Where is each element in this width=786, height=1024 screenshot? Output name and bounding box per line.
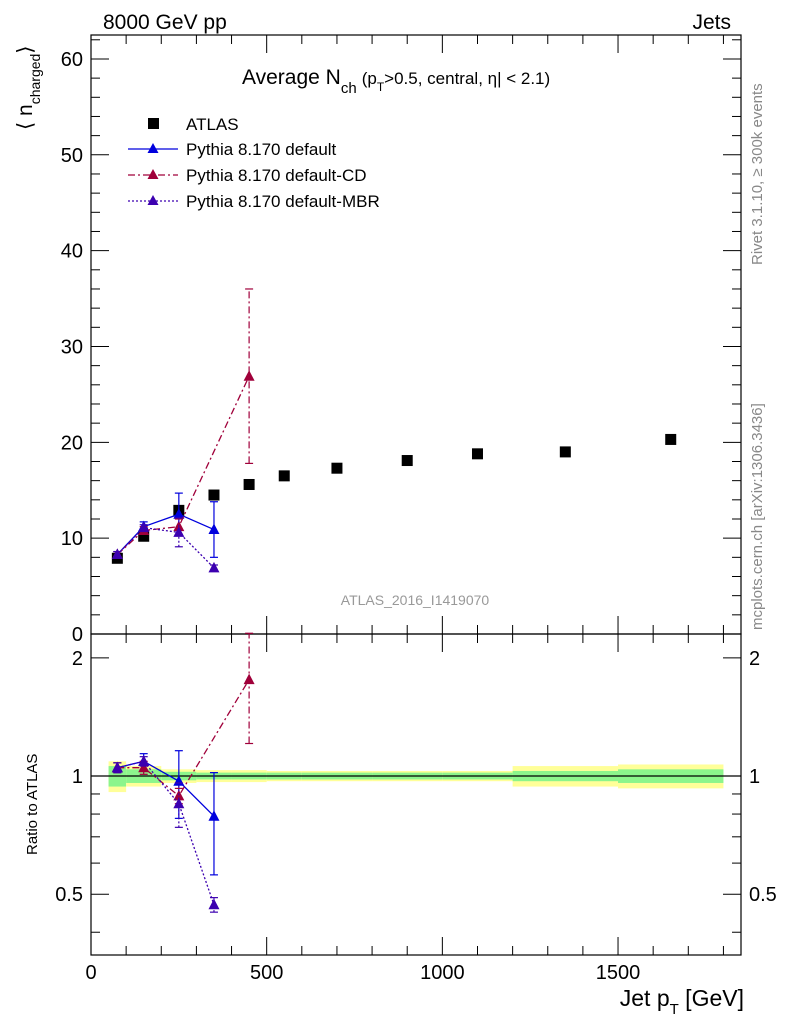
atlas-data-point bbox=[471, 448, 483, 460]
mcplots-label: mcplots.cern.ch [arXiv:1306.3436] bbox=[749, 403, 766, 630]
ratio-panel: 0.5 0.5 1 1 2 2 0 500 1000 1500 bbox=[55, 632, 777, 984]
y-tick-label: 10 bbox=[61, 528, 83, 550]
legend-marker-mbr bbox=[147, 195, 159, 205]
ratio-cd-data-point bbox=[243, 673, 255, 685]
legend-label-cd: Pythia 8.170 default-CD bbox=[186, 166, 367, 185]
atlas-data-point bbox=[559, 446, 571, 458]
ratio-mbr-line bbox=[117, 760, 215, 905]
atlas-data-point bbox=[208, 489, 220, 501]
ratio-mbr-data-point bbox=[111, 761, 123, 773]
ratio-y-tick-label-left: 0.5 bbox=[55, 884, 83, 906]
ratio-cd-data-point bbox=[138, 761, 150, 773]
mbr-data-point bbox=[208, 561, 220, 573]
header-energy-label: 8000 GeV pp bbox=[103, 11, 227, 34]
ratio-y-tick-label-right: 2 bbox=[749, 648, 760, 670]
mbr-data-point bbox=[138, 521, 150, 533]
y-axis-label-close: ⟩ bbox=[14, 45, 37, 53]
title-cond-sub: T bbox=[377, 80, 385, 94]
analysis-label: ATLAS_2016_I1419070 bbox=[341, 592, 490, 608]
title-main: Average N bbox=[242, 66, 341, 89]
title-cond-rest: >0.5, central, η| < 2.1) bbox=[384, 69, 550, 88]
x-axis-label-sub: T bbox=[670, 1001, 679, 1018]
series-cd bbox=[111, 288, 255, 559]
rivet-label: Rivet 3.1.10, ≥ 300k events bbox=[749, 83, 766, 265]
series-mbr bbox=[111, 517, 220, 573]
default-data-point bbox=[208, 523, 220, 535]
title-cond: (p bbox=[362, 69, 377, 88]
legend-label-default: Pythia 8.170 default bbox=[186, 140, 337, 159]
x-tick-label: 1000 bbox=[420, 962, 465, 984]
x-axis-label: Jet pT [GeV] bbox=[620, 985, 744, 1018]
y-axis-label-sub: charged bbox=[27, 54, 43, 105]
legend-marker-default bbox=[147, 143, 159, 153]
ratio-cd-line bbox=[117, 679, 250, 797]
ratio-mbr-data-point bbox=[208, 898, 220, 910]
cd-line bbox=[116, 375, 250, 555]
y-axis-label-base: ⟨ n bbox=[14, 104, 37, 130]
legend-label-mbr: Pythia 8.170 default-MBR bbox=[186, 192, 380, 211]
ratio-y-tick-label-left: 1 bbox=[72, 766, 83, 788]
atlas-data-point bbox=[243, 478, 255, 490]
x-axis-label-base: Jet p bbox=[620, 985, 670, 1011]
ratio-default-data-point bbox=[208, 810, 220, 821]
y-tick-label: 0 bbox=[72, 624, 83, 646]
legend-marker-cd bbox=[147, 169, 159, 179]
legend: ATLAS Pythia 8.170 default Pythia 8.170 … bbox=[128, 115, 380, 211]
ratio-series-cd bbox=[111, 632, 255, 805]
y-tick-label: 30 bbox=[61, 336, 83, 358]
y-tick-label: 20 bbox=[61, 432, 83, 454]
default-data-point bbox=[173, 508, 185, 519]
legend-marker-atlas bbox=[148, 118, 159, 129]
ratio-series-mbr bbox=[111, 755, 220, 913]
plot-title: Average Nch (pT>0.5, central, η| < 2.1) bbox=[242, 66, 550, 97]
mbr-data-point bbox=[173, 526, 185, 537]
ratio-y-tick-label-right: 0.5 bbox=[749, 884, 777, 906]
legend-label-atlas: ATLAS bbox=[186, 115, 239, 134]
atlas-data-point bbox=[665, 433, 677, 445]
x-tick-label: 1500 bbox=[596, 962, 641, 984]
series-default bbox=[111, 492, 220, 559]
ratio-y-tick-label-right: 1 bbox=[749, 766, 760, 788]
y-tick-label: 50 bbox=[61, 145, 83, 167]
y-tick-label: 60 bbox=[61, 49, 83, 71]
ratio-mbr-data-point bbox=[173, 797, 185, 809]
ratio-frame bbox=[90, 633, 742, 956]
title-main-sub: ch bbox=[341, 80, 357, 97]
atlas-data-point bbox=[278, 470, 290, 482]
mbr-data-point bbox=[111, 548, 123, 559]
x-axis-label-unit: [GeV] bbox=[679, 985, 744, 1011]
y-axis-label-main: ⟨ ncharged⟩ bbox=[14, 45, 43, 130]
y-tick-label: 40 bbox=[61, 241, 83, 263]
series-atlas bbox=[111, 433, 677, 564]
atlas-data-point bbox=[138, 530, 150, 542]
main-panel: 0 10 20 30 40 50 60 bbox=[61, 34, 742, 646]
mbr-line bbox=[116, 526, 215, 569]
ratio-mbr-data-point bbox=[138, 755, 150, 766]
x-tick-label: 0 bbox=[85, 962, 96, 984]
atlas-data-point bbox=[331, 462, 343, 474]
cd-data-point bbox=[243, 370, 255, 381]
atlas-data-point bbox=[401, 455, 413, 467]
default-line bbox=[116, 513, 215, 555]
header-jets-label: Jets bbox=[692, 11, 731, 34]
x-tick-label: 500 bbox=[250, 962, 283, 984]
y-axis-label-ratio: Ratio to ATLAS bbox=[24, 754, 41, 855]
ratio-y-tick-label-left: 2 bbox=[72, 648, 83, 670]
